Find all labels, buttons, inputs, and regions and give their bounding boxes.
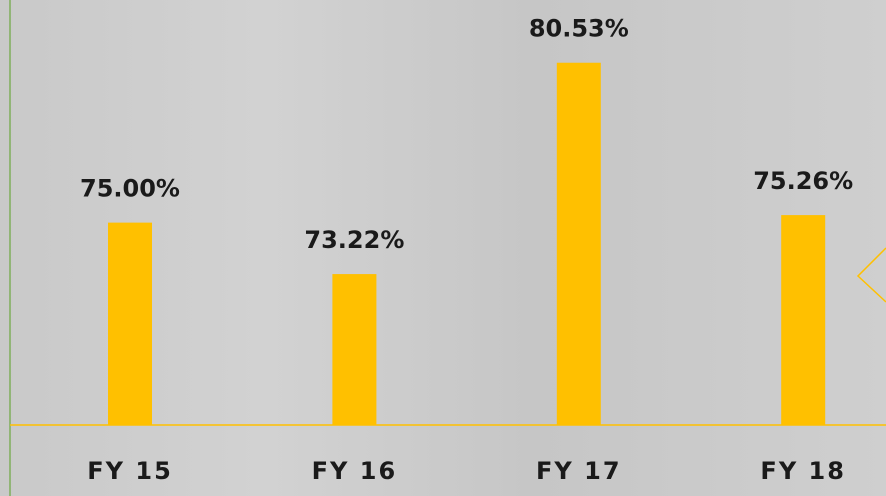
value-label: 75.00% — [80, 175, 180, 203]
bar — [332, 274, 377, 425]
value-label: 75.26% — [753, 167, 853, 195]
value-label: 80.53% — [529, 15, 629, 43]
bar — [556, 62, 601, 425]
bar — [108, 222, 152, 425]
value-label: 73.22% — [304, 226, 404, 254]
chevron-decoration — [856, 247, 886, 303]
x-tick-label: FY 16 — [312, 457, 398, 485]
x-tick-label: FY 18 — [760, 457, 846, 485]
bar — [781, 215, 826, 425]
x-tick-label: FY 17 — [536, 457, 622, 485]
x-tick-label: FY 15 — [87, 457, 173, 485]
